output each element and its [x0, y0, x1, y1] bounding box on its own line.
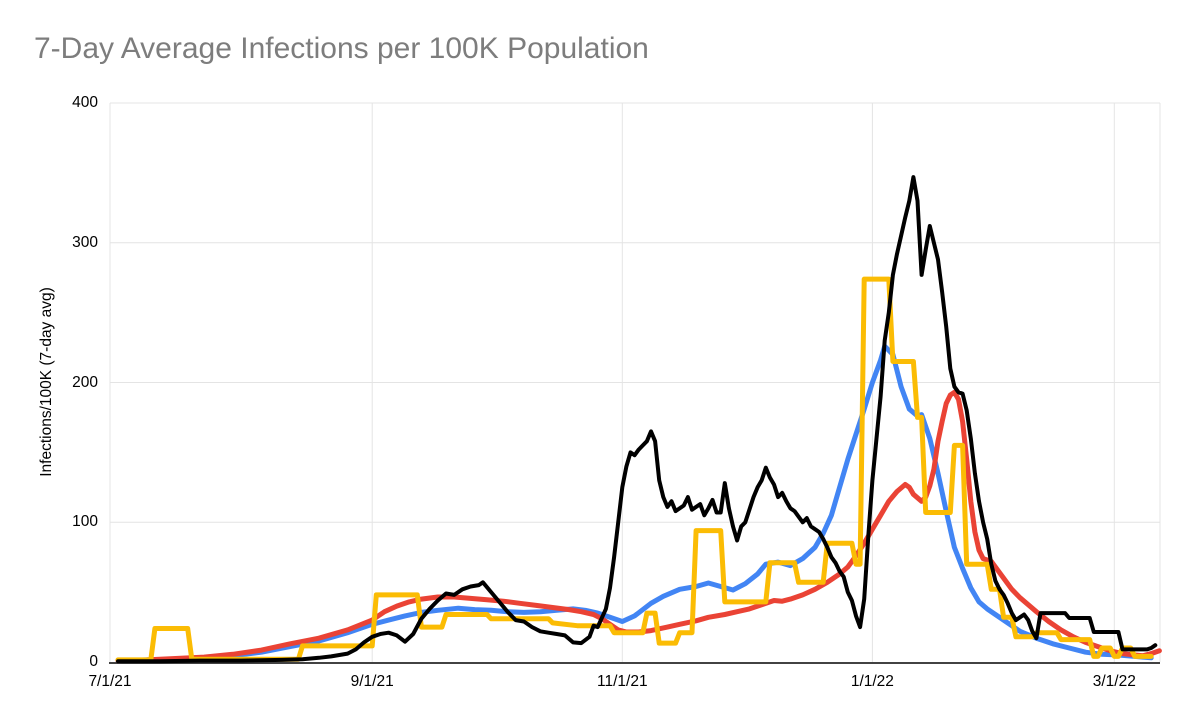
y-tick-label-300: 300 [72, 233, 98, 251]
chart-title: 7-Day Average Infections per 100K Popula… [34, 32, 649, 65]
series-2-red-line [115, 389, 1162, 664]
series-3-yellow-line [115, 276, 1154, 663]
y-tick-label-0: 0 [89, 653, 98, 670]
x-tick-label-mar22: 3/1/22 [1092, 673, 1136, 690]
y-tick-label-400: 400 [72, 94, 98, 111]
x-tick-label-jul21: 7/1/21 [88, 673, 132, 690]
x-tick-label-nov21: 11/1/21 [597, 673, 648, 690]
y-tick-label-100: 100 [72, 513, 98, 531]
x-tick-label-jan22: 1/1/22 [850, 673, 894, 690]
y-tick-label-200: 200 [72, 373, 98, 391]
series-4-black-line [116, 175, 1158, 664]
series-1-blue-line [115, 343, 1154, 664]
x-tick-label-sep21: 9/1/21 [350, 673, 394, 690]
